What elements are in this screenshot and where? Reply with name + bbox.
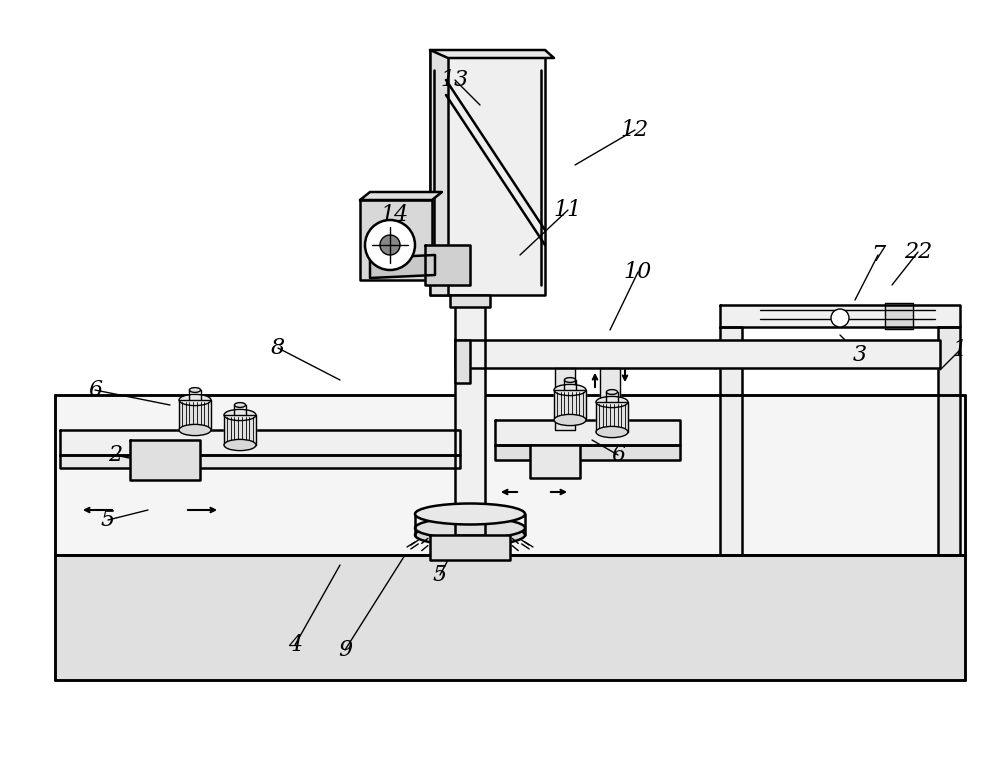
- Polygon shape: [130, 440, 200, 480]
- Text: 6: 6: [611, 444, 625, 466]
- Polygon shape: [60, 455, 460, 468]
- Text: 2: 2: [108, 444, 122, 466]
- Polygon shape: [455, 295, 485, 535]
- Ellipse shape: [179, 424, 211, 436]
- Ellipse shape: [415, 524, 525, 545]
- Polygon shape: [720, 327, 742, 555]
- Text: 13: 13: [441, 69, 469, 91]
- Text: 14: 14: [381, 204, 409, 226]
- Polygon shape: [430, 50, 554, 58]
- Text: 7: 7: [871, 244, 885, 266]
- Ellipse shape: [224, 440, 256, 450]
- Polygon shape: [938, 327, 960, 555]
- Text: 22: 22: [904, 241, 932, 263]
- Ellipse shape: [234, 403, 246, 407]
- Text: 6: 6: [88, 379, 102, 401]
- Polygon shape: [455, 340, 470, 383]
- Text: 5: 5: [433, 564, 447, 586]
- Polygon shape: [495, 420, 680, 445]
- Ellipse shape: [606, 390, 618, 394]
- Text: 4: 4: [288, 634, 302, 656]
- Text: 3: 3: [853, 344, 867, 366]
- Polygon shape: [596, 402, 628, 432]
- Polygon shape: [179, 400, 211, 430]
- Polygon shape: [495, 445, 680, 460]
- Polygon shape: [430, 50, 448, 295]
- Polygon shape: [554, 390, 586, 420]
- Polygon shape: [600, 368, 620, 430]
- Ellipse shape: [179, 394, 211, 406]
- Text: 11: 11: [554, 199, 582, 221]
- Polygon shape: [555, 368, 575, 430]
- Text: 9: 9: [338, 639, 352, 661]
- Polygon shape: [55, 555, 965, 680]
- Polygon shape: [360, 192, 442, 200]
- Circle shape: [831, 309, 849, 327]
- Circle shape: [380, 235, 400, 255]
- Ellipse shape: [554, 414, 586, 426]
- Ellipse shape: [564, 377, 576, 383]
- Text: 1: 1: [953, 339, 967, 361]
- Ellipse shape: [554, 384, 586, 396]
- Ellipse shape: [189, 387, 201, 393]
- Polygon shape: [224, 415, 256, 445]
- Polygon shape: [720, 305, 960, 327]
- Polygon shape: [430, 50, 545, 295]
- Text: 10: 10: [624, 261, 652, 283]
- Circle shape: [365, 220, 415, 270]
- Polygon shape: [430, 535, 510, 560]
- Ellipse shape: [224, 410, 256, 420]
- Text: 8: 8: [271, 337, 285, 359]
- Ellipse shape: [596, 397, 628, 407]
- Text: 5: 5: [101, 509, 115, 531]
- Polygon shape: [885, 303, 913, 329]
- Polygon shape: [450, 295, 490, 307]
- Polygon shape: [360, 200, 432, 280]
- Polygon shape: [55, 395, 965, 555]
- Ellipse shape: [415, 517, 525, 538]
- Polygon shape: [455, 340, 940, 368]
- Polygon shape: [60, 430, 460, 455]
- Text: 12: 12: [621, 119, 649, 141]
- Polygon shape: [425, 245, 470, 285]
- Ellipse shape: [596, 427, 628, 437]
- Ellipse shape: [415, 504, 525, 524]
- Polygon shape: [370, 255, 435, 278]
- Polygon shape: [530, 445, 580, 478]
